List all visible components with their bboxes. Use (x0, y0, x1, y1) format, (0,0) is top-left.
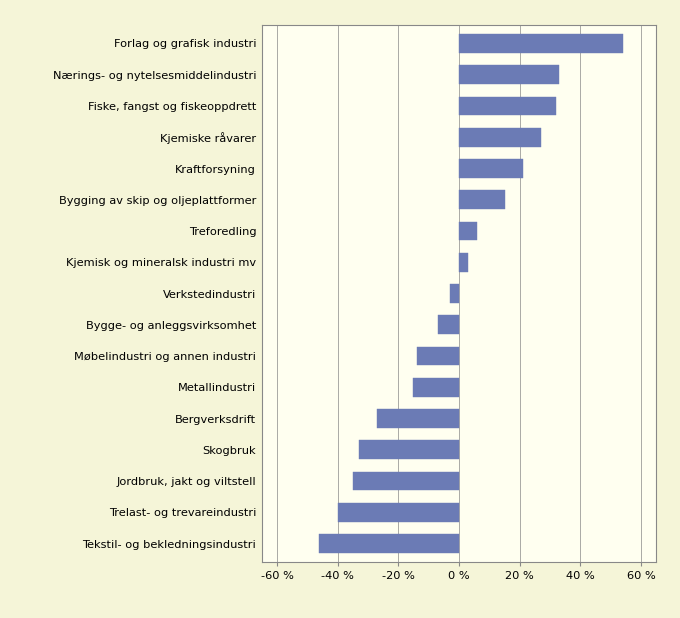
Bar (338, 503, 459, 522)
Bar (377, 409, 459, 428)
Bar (359, 441, 459, 459)
Bar (450, 284, 459, 303)
Bar (459, 253, 468, 272)
Bar (459, 222, 477, 240)
Bar (459, 34, 623, 53)
Bar (459, 190, 505, 209)
Bar (438, 315, 459, 334)
Bar (413, 378, 459, 397)
Bar (353, 472, 459, 491)
Bar (459, 159, 523, 178)
Bar (459, 66, 559, 84)
Bar (459, 128, 541, 146)
Bar (320, 534, 459, 553)
Bar (459, 96, 556, 116)
Bar (417, 347, 459, 365)
